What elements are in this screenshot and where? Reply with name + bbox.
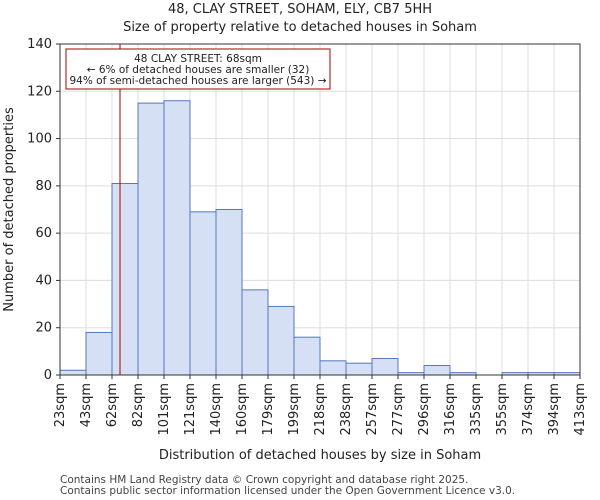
annotation-line: 48 CLAY STREET: 68sqm: [134, 53, 262, 65]
x-tick-label: 355sqm: [495, 383, 510, 436]
x-tick-label: 335sqm: [469, 383, 484, 436]
histogram-bar: [267, 305, 295, 376]
x-tick-label: 43sqm: [79, 383, 94, 427]
y-tick-label: 60: [35, 226, 52, 241]
annotation-box: [65, 48, 331, 90]
histogram-bar: [293, 336, 321, 376]
chart-subtitle: Size of property relative to detached ho…: [123, 20, 477, 35]
x-axis-label: Distribution of detached houses by size …: [159, 448, 481, 463]
histogram-bar: [423, 365, 451, 376]
histogram-bar: [111, 182, 139, 376]
x-tick-label: 140sqm: [209, 383, 224, 436]
y-tick-label: 40: [35, 273, 52, 288]
x-tick-label: 394sqm: [547, 383, 562, 436]
histogram-bar: [137, 102, 165, 376]
annotation-line: 94% of semi-detached houses are larger (…: [70, 75, 327, 87]
x-tick-label: 238sqm: [339, 383, 354, 436]
histogram-bar: [371, 357, 399, 376]
histogram-chart: 0 20 40 60 80 100 120 140 23sqm 43sqm 62sqm 82sqm 10…: [2, 37, 588, 463]
chart-title: 48, CLAY STREET, SOHAM, ELY, CB7 5HH: [167, 2, 433, 17]
footer-line-2: Contains public sector information licen…: [60, 485, 516, 497]
y-tick-label: 80: [35, 179, 52, 194]
y-tick-label: 120: [27, 84, 52, 99]
y-tick-label: 20: [35, 321, 52, 336]
x-tick-label: 218sqm: [313, 383, 328, 436]
x-tick-label: 160sqm: [235, 383, 250, 436]
histogram-bar: [85, 331, 113, 376]
histogram-bar: [189, 211, 217, 376]
x-tick-label: 23sqm: [53, 383, 68, 427]
footer-line-1: Contains HM Land Registry data © Crown c…: [60, 474, 469, 486]
histogram-bar: [163, 100, 191, 376]
x-tick-label: 413sqm: [573, 383, 588, 436]
y-axis-label: Number of detached properties: [2, 107, 17, 312]
histogram-bar: [345, 362, 373, 376]
marker: 48 CLAY STREET: 68sqm← 6% of detached ho…: [65, 44, 331, 375]
x-tick-label: 82sqm: [131, 383, 146, 427]
x-tick-label: 257sqm: [365, 383, 380, 436]
y-tick-label: 0: [44, 368, 52, 383]
plot-frame: [59, 43, 581, 376]
axes: 0 20 40 60 80 100 120 140 23sqm 43sqm 62sqm 82sqm 10…: [2, 37, 588, 463]
x-tick-label: 277sqm: [391, 383, 406, 436]
histogram-bar: [59, 369, 87, 376]
y-tick-label: 100: [27, 132, 52, 147]
annotation-line: ← 6% of detached houses are smaller (32): [87, 64, 310, 76]
x-tick-label: 199sqm: [287, 383, 302, 436]
bars: [59, 100, 581, 376]
x-tick-label: 121sqm: [183, 383, 198, 436]
histogram-bar: [319, 360, 347, 376]
x-tick-label: 179sqm: [261, 383, 276, 436]
x-tick-label: 296sqm: [417, 383, 432, 436]
x-tick-label: 101sqm: [157, 383, 172, 436]
x-tick-label: 316sqm: [443, 383, 458, 436]
x-tick-label: 62sqm: [105, 383, 120, 427]
histogram-bar: [241, 289, 269, 376]
x-tick-label: 374sqm: [521, 383, 536, 436]
y-tick-label: 140: [27, 37, 52, 52]
histogram-bar: [215, 209, 243, 376]
